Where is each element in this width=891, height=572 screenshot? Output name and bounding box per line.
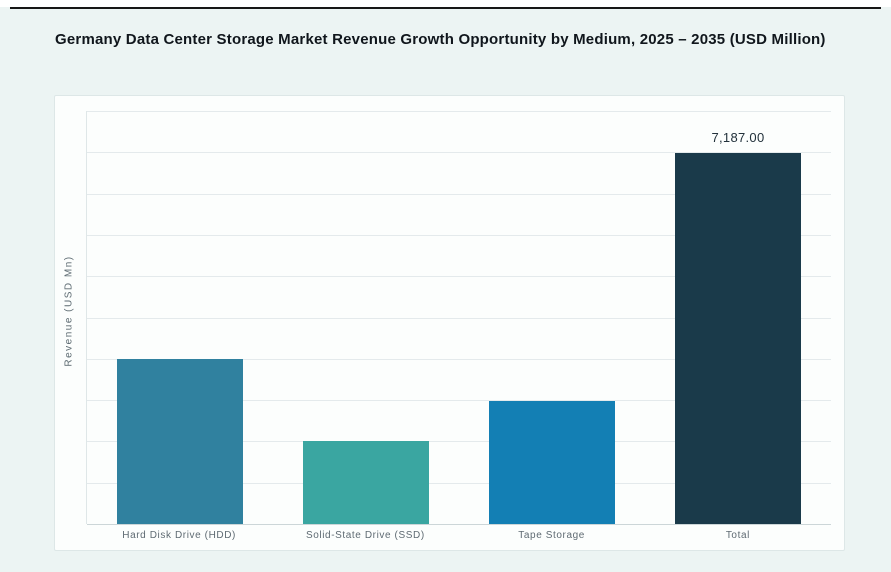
top-white-strip <box>0 0 891 7</box>
top-rule-divider <box>10 7 881 9</box>
bar-value-label-total: 7,187.00 <box>711 129 765 145</box>
gridline <box>87 152 831 154</box>
chart-title: Germany Data Center Storage Market Reven… <box>55 31 826 48</box>
x-axis-labels: Hard Disk Drive (HDD) Solid-State Drive (… <box>86 530 831 546</box>
gridline <box>87 358 831 360</box>
x-tick-label-solid-state-drive-ssd: Solid-State Drive (SSD) <box>305 530 425 541</box>
x-tick-label-hard-disk-drive-hdd: Hard Disk Drive (HDD) <box>122 530 236 541</box>
x-axis-line <box>87 524 831 525</box>
gridline <box>87 234 831 236</box>
gridline <box>87 400 831 402</box>
gridline <box>87 482 831 484</box>
gridline <box>87 441 831 443</box>
x-tick-label-total: Total <box>725 530 750 541</box>
bar-slot-hard-disk-drive-hdd <box>87 111 273 524</box>
bar-tape-storage <box>488 400 616 524</box>
bar-slot-tape-storage <box>459 111 645 524</box>
x-tick-label-tape-storage: Tape Storage <box>518 530 585 541</box>
bar-hard-disk-drive-hdd <box>116 358 244 524</box>
gridline <box>87 111 831 112</box>
gridline <box>87 276 831 278</box>
gridline <box>87 193 831 195</box>
plot-area: 7,187.00 <box>86 111 831 525</box>
bar-solid-state-drive-ssd <box>302 441 430 524</box>
gridline <box>87 317 831 319</box>
bar-total: 7,187.00 <box>674 130 802 524</box>
y-axis-title: Revenue (USD Mn) <box>63 255 75 367</box>
chart-panel: Revenue (USD Mn) 7,187.00 Hard Disk Driv… <box>54 95 845 551</box>
bar-slot-total: 7,187.00 <box>645 111 831 524</box>
bar-slot-solid-state-drive-ssd <box>273 111 459 524</box>
